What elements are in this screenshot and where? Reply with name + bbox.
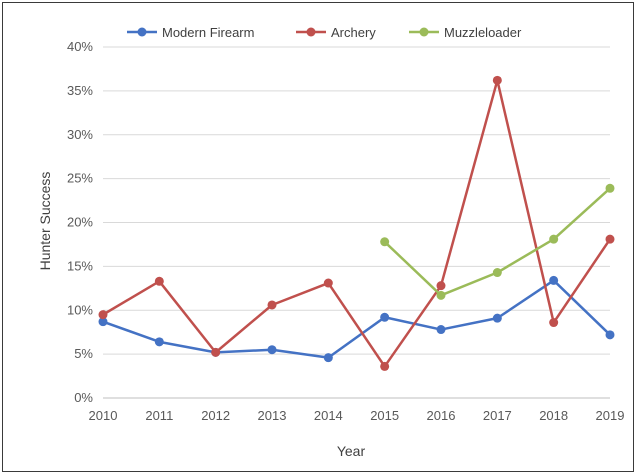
data-point-archery xyxy=(267,300,277,310)
x-tick-label: 2011 xyxy=(145,408,173,423)
x-tick-label: 2015 xyxy=(370,408,399,423)
series-line-archery xyxy=(102,79,612,368)
data-point-archery xyxy=(492,75,502,85)
y-tick-label: 10% xyxy=(67,302,93,317)
data-point-modern-firearm xyxy=(154,337,164,347)
series-modern-firearm xyxy=(98,275,615,363)
series-line-muzzleloader xyxy=(383,187,611,297)
legend-label: Muzzleloader xyxy=(444,25,522,40)
x-tick-label: 2017 xyxy=(483,408,512,423)
data-point-archery xyxy=(605,234,615,244)
legend-marker xyxy=(137,27,147,37)
data-point-muzzleloader xyxy=(436,290,446,300)
data-point-archery xyxy=(549,318,559,328)
y-tick-label: 15% xyxy=(67,258,93,273)
series-group xyxy=(98,75,615,371)
x-tick-label: 2012 xyxy=(201,408,230,423)
data-point-modern-firearm xyxy=(436,325,446,335)
y-axis-ticks: 0% 5% 10% 15% 20% 25% 30% 35% 40% xyxy=(67,39,93,405)
y-tick-label: 20% xyxy=(67,215,93,230)
data-point-archery xyxy=(98,310,108,320)
data-point-muzzleloader xyxy=(549,234,559,244)
series-archery xyxy=(98,75,615,371)
data-point-archery xyxy=(154,276,164,286)
x-tick-label: 2013 xyxy=(258,408,287,423)
series-muzzleloader xyxy=(380,183,615,300)
x-axis-ticks: 2010 2011 2012 2013 2014 2015 2016 2017 2018 2019 xyxy=(89,408,625,423)
y-tick-label: 40% xyxy=(67,39,93,54)
y-tick-label: 25% xyxy=(67,171,93,186)
y-tick-label: 0% xyxy=(74,390,93,405)
x-axis-title: Year xyxy=(337,443,366,459)
x-tick-label: 2016 xyxy=(427,408,456,423)
data-point-archery xyxy=(380,361,390,371)
x-tick-label: 2014 xyxy=(314,408,343,423)
y-tick-label: 5% xyxy=(74,346,93,361)
data-point-modern-firearm xyxy=(98,317,108,327)
data-point-modern-firearm xyxy=(323,353,333,363)
y-axis-title: Hunter Success xyxy=(37,172,53,271)
legend-item-muzzleloader: Muzzleloader xyxy=(409,25,522,40)
legend-marker xyxy=(306,27,316,37)
data-point-modern-firearm xyxy=(492,313,502,323)
data-point-archery xyxy=(323,278,333,288)
legend-label: Archery xyxy=(331,25,376,40)
x-tick-label: 2010 xyxy=(89,408,118,423)
x-tick-label: 2019 xyxy=(596,408,625,423)
data-point-muzzleloader xyxy=(380,237,390,247)
legend-label: Modern Firearm xyxy=(162,25,254,40)
legend-marker xyxy=(419,27,429,37)
legend-item-archery: Archery xyxy=(296,25,376,40)
series-line-modern-firearm xyxy=(102,279,611,359)
data-point-modern-firearm xyxy=(605,330,615,340)
legend-item-modern-firearm: Modern Firearm xyxy=(127,25,254,40)
x-tick-label: 2018 xyxy=(539,408,568,423)
data-point-muzzleloader xyxy=(605,183,615,193)
data-point-archery xyxy=(436,281,446,291)
y-tick-label: 30% xyxy=(67,127,93,142)
data-point-modern-firearm xyxy=(267,345,277,355)
gridlines xyxy=(103,46,610,355)
y-tick-label: 35% xyxy=(67,83,93,98)
legend: Modern Firearm Archery Muzzleloader xyxy=(127,25,522,40)
data-point-modern-firearm xyxy=(380,312,390,322)
data-point-archery xyxy=(211,347,221,357)
data-point-modern-firearm xyxy=(549,275,559,285)
data-point-muzzleloader xyxy=(492,268,502,278)
